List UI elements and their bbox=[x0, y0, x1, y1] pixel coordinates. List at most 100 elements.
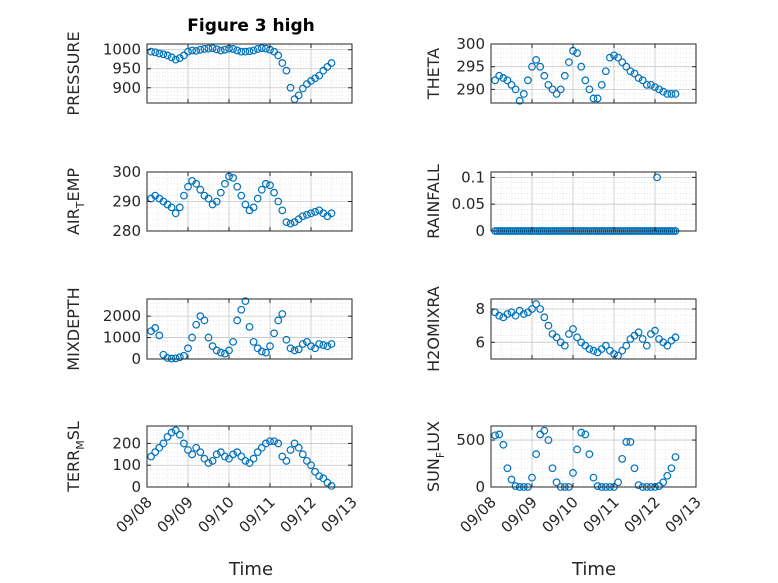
y-tick-label: 0.1 bbox=[461, 168, 485, 186]
data-point bbox=[634, 328, 643, 337]
x-axis-label-right: Time bbox=[571, 559, 616, 580]
data-point bbox=[503, 464, 512, 473]
data-point bbox=[298, 450, 307, 459]
data-point bbox=[159, 439, 168, 448]
data-point bbox=[184, 344, 192, 353]
data-point bbox=[565, 58, 573, 67]
data-point bbox=[507, 80, 516, 89]
axes-frame bbox=[146, 43, 353, 104]
data-point bbox=[532, 450, 540, 459]
data-point bbox=[303, 337, 311, 346]
data-point bbox=[552, 478, 561, 487]
data-point bbox=[511, 85, 520, 94]
data-point bbox=[315, 71, 324, 80]
data-point bbox=[208, 44, 217, 53]
data-point bbox=[581, 76, 590, 85]
data-point bbox=[569, 469, 577, 477]
x-tick-label: 09/10 bbox=[195, 493, 238, 536]
y-tick-label: 0 bbox=[131, 478, 141, 496]
data-point bbox=[204, 44, 213, 53]
data-point bbox=[278, 206, 287, 215]
data-point bbox=[536, 62, 545, 71]
data-point bbox=[249, 46, 258, 55]
x-tick-label: 09/11 bbox=[580, 493, 623, 536]
data-point bbox=[540, 313, 549, 322]
data-point bbox=[630, 69, 639, 78]
data-point bbox=[220, 179, 229, 188]
y-axis-label-part: SUN bbox=[424, 458, 443, 492]
data-point bbox=[303, 456, 311, 465]
data-point bbox=[270, 188, 279, 197]
data-point bbox=[536, 305, 545, 313]
y-tick-label: 290 bbox=[112, 193, 141, 211]
data-point bbox=[249, 203, 258, 212]
data-point bbox=[315, 340, 324, 348]
y-axis-label-part: EMP bbox=[64, 168, 83, 202]
data-point bbox=[151, 448, 160, 457]
data-point bbox=[319, 474, 328, 483]
y-axis-label-part: TERR bbox=[64, 450, 83, 493]
data-point bbox=[659, 478, 668, 487]
data-point bbox=[274, 197, 283, 206]
y-tick-label: 100 bbox=[112, 456, 141, 474]
data-point bbox=[163, 432, 172, 441]
data-point bbox=[204, 459, 213, 467]
data-point bbox=[577, 428, 586, 437]
x-tick-label: 09/12 bbox=[277, 493, 320, 536]
y-tick-label: 950 bbox=[112, 60, 141, 78]
data-point bbox=[192, 179, 201, 188]
y-axis-label-part: RAINFALL bbox=[424, 164, 443, 239]
data-point bbox=[532, 300, 540, 308]
y-axis-label-part: T bbox=[74, 201, 87, 209]
data-point bbox=[237, 305, 246, 314]
data-point bbox=[200, 454, 209, 463]
data-point bbox=[653, 173, 661, 182]
data-point bbox=[634, 74, 643, 82]
data-point bbox=[245, 322, 254, 331]
axes-frame bbox=[490, 171, 697, 232]
y-tick-label: 8 bbox=[475, 300, 485, 318]
data-point bbox=[540, 71, 549, 80]
data-point bbox=[237, 47, 246, 56]
y-axis-label: H2OMIXRA bbox=[424, 286, 443, 372]
data-point bbox=[519, 310, 528, 318]
axes-frame bbox=[490, 425, 697, 488]
data-point bbox=[622, 62, 631, 71]
data-point bbox=[257, 44, 266, 53]
data-point bbox=[245, 47, 254, 56]
data-point bbox=[241, 456, 250, 465]
data-point bbox=[204, 194, 213, 203]
data-point bbox=[212, 45, 221, 54]
data-point bbox=[303, 210, 311, 219]
data-point bbox=[274, 51, 283, 60]
data-point bbox=[175, 353, 184, 362]
data-point bbox=[307, 461, 315, 470]
data-point bbox=[626, 67, 635, 76]
data-point bbox=[618, 454, 627, 463]
data-point bbox=[491, 431, 500, 440]
data-point bbox=[642, 80, 651, 89]
y-axis-label: SUNFLUX bbox=[424, 421, 447, 492]
data-point bbox=[618, 346, 627, 355]
data-point bbox=[519, 90, 528, 98]
data-point bbox=[524, 76, 532, 85]
data-point bbox=[511, 311, 520, 320]
data-point bbox=[548, 85, 557, 94]
data-point bbox=[171, 354, 180, 363]
data-point bbox=[614, 53, 622, 62]
x-tick-label: 09/08 bbox=[113, 493, 156, 536]
subplot-right-3: 6 8 H2OMIXRA bbox=[424, 286, 697, 372]
data-point bbox=[655, 85, 663, 94]
data-point bbox=[237, 452, 246, 461]
data-point bbox=[147, 47, 156, 56]
data-point bbox=[327, 482, 336, 490]
data-point bbox=[319, 341, 328, 349]
data-point bbox=[282, 456, 291, 465]
data-series bbox=[491, 46, 680, 105]
data-point bbox=[528, 62, 536, 71]
data-point bbox=[282, 335, 291, 344]
data-point bbox=[163, 51, 172, 60]
axes-frame bbox=[146, 425, 353, 488]
